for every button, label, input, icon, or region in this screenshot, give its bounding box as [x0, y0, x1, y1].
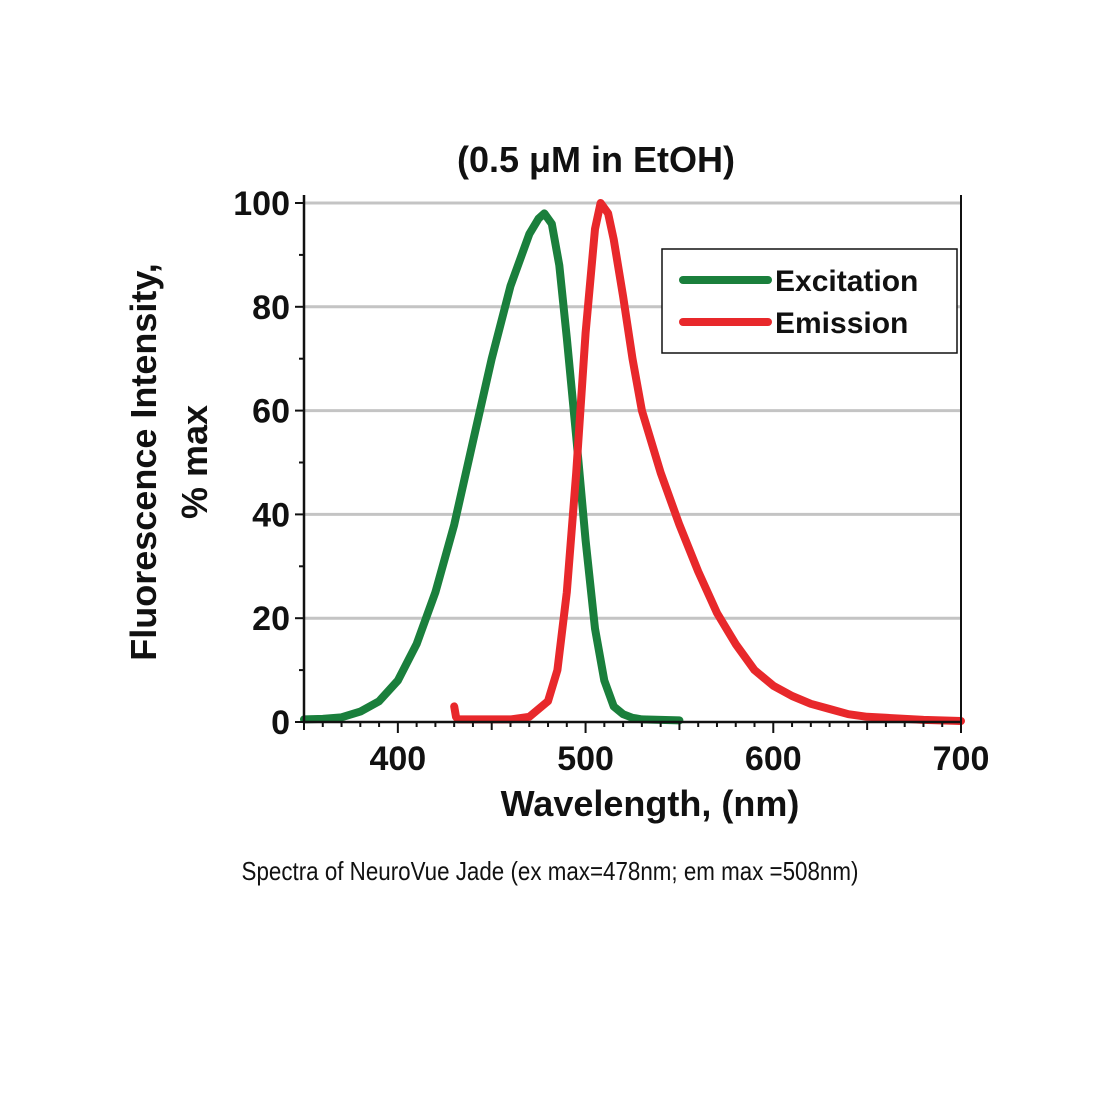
y-axis-label-line2: % max	[174, 405, 215, 519]
y-tick-label-20: 20	[252, 600, 290, 638]
y-tick-label-60: 60	[252, 393, 290, 431]
legend-box	[661, 248, 958, 354]
y-tick-label-80: 80	[252, 289, 290, 327]
legend: Excitation Emission	[661, 248, 958, 354]
chart-title: (0.5 μM in EtOH)	[457, 139, 735, 180]
x-tick-label-600: 600	[745, 740, 802, 778]
y-tick-labels: 0 20 40 60 80 100	[233, 185, 290, 742]
y-tick-label-40: 40	[252, 496, 290, 534]
series-emission-line	[450, 199, 965, 725]
x-tick-labels: 400 500 600 700	[369, 740, 989, 778]
plot-frame	[302, 195, 962, 724]
legend-emission-label: Emission	[775, 307, 908, 340]
legend-excitation-label: Excitation	[775, 265, 918, 298]
x-tick-label-500: 500	[557, 740, 614, 778]
x-axis-label: Wavelength, (nm)	[501, 783, 800, 824]
series-excitation-line	[300, 209, 684, 725]
data-series	[300, 199, 965, 725]
y-tick-label-100: 100	[233, 185, 290, 223]
y-axis-label-line1: Fluorescence Intensity,	[123, 263, 164, 660]
y-tick-label-0: 0	[271, 704, 290, 742]
x-tick-label-700: 700	[933, 740, 990, 778]
axis-ticks	[295, 202, 962, 733]
figure-caption: Spectra of NeuroVue Jade (ex max=478nm; …	[241, 856, 859, 886]
x-tick-label-400: 400	[369, 740, 426, 778]
